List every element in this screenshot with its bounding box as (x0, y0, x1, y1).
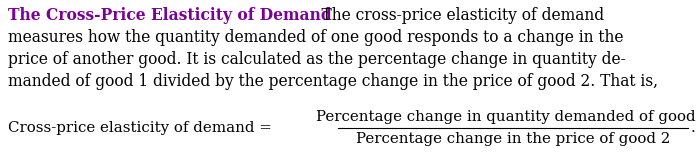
Text: The cross-price elasticity of demand: The cross-price elasticity of demand (302, 7, 604, 24)
Text: manded of good 1 divided by the percentage change in the price of good 2. That i: manded of good 1 divided by the percenta… (8, 73, 658, 90)
Text: Cross-price elasticity of demand =: Cross-price elasticity of demand = (8, 121, 272, 135)
Text: The Cross-Price Elasticity of Demand: The Cross-Price Elasticity of Demand (8, 7, 332, 24)
Text: .: . (691, 121, 696, 135)
Text: price of another good. It is calculated as the percentage change in quantity de-: price of another good. It is calculated … (8, 51, 626, 68)
Text: measures how the quantity demanded of one good responds to a change in the: measures how the quantity demanded of on… (8, 29, 624, 46)
Text: Percentage change in the price of good 2: Percentage change in the price of good 2 (355, 132, 671, 146)
Text: Percentage change in quantity demanded of good 1: Percentage change in quantity demanded o… (316, 110, 697, 124)
